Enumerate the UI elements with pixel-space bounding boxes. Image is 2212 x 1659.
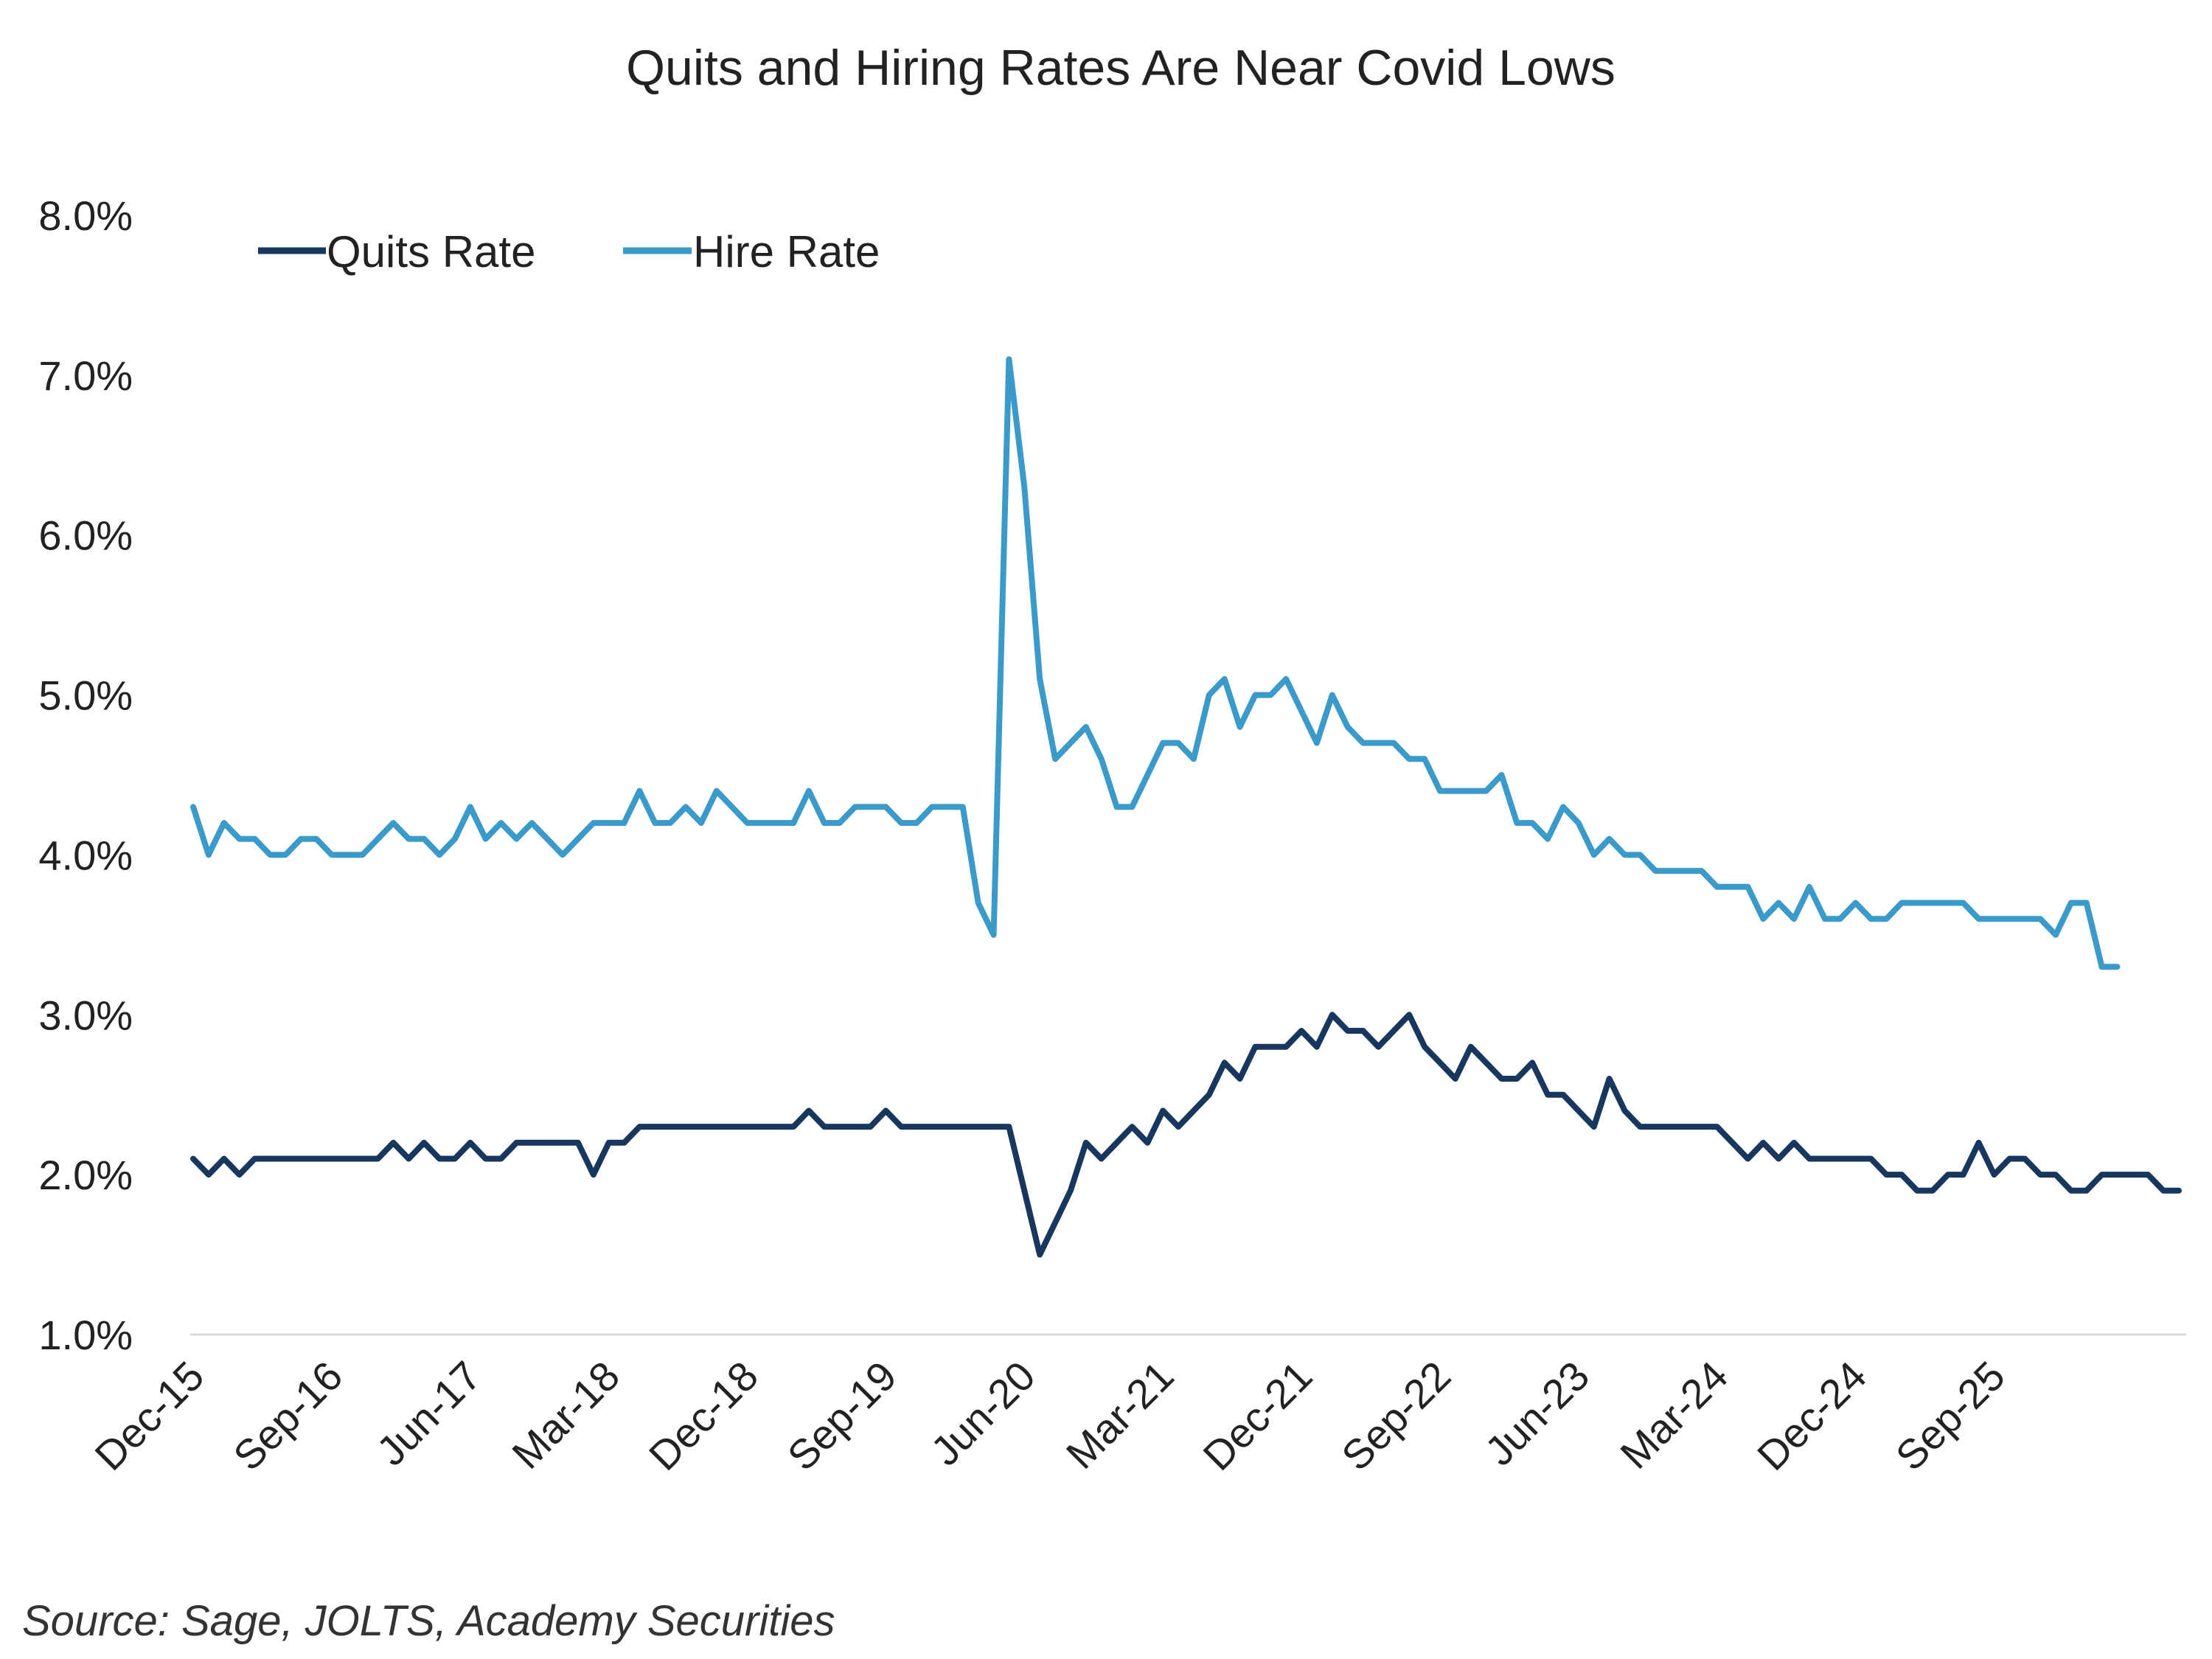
x-tick-label: Dec-24: [1748, 1352, 1875, 1479]
series-line-quits-rate: [190, 1012, 2182, 1258]
source-note: Source: Sage, JOLTS, Academy Securities: [22, 1597, 835, 1645]
legend: Quits Rate Hire Rate: [258, 227, 880, 276]
x-tick-label: Sep-16: [224, 1352, 351, 1479]
x-tick-label: Dec-21: [1194, 1352, 1321, 1479]
x-tick-label: Dec-18: [640, 1352, 767, 1479]
y-tick-label: 6.0%: [38, 512, 133, 559]
chart-title: Quits and Hiring Rates Are Near Covid Lo…: [626, 40, 1615, 96]
series-line-hire-rate: [190, 356, 2121, 970]
legend-item-hires: Hire Rate: [623, 227, 880, 276]
legend-item-quits: Quits Rate: [258, 227, 535, 276]
x-tick-label: Mar-24: [1611, 1352, 1736, 1478]
x-tick-label: Sep-22: [1332, 1352, 1459, 1479]
legend-label-quits: Quits Rate: [327, 227, 535, 276]
y-tick-label: 5.0%: [38, 672, 133, 719]
x-tick-label: Jun-20: [922, 1352, 1044, 1475]
x-tick-label: Dec-15: [86, 1352, 212, 1479]
y-tick-label: 3.0%: [38, 992, 133, 1038]
x-tick-label: Sep-25: [1887, 1352, 2014, 1479]
x-axis: Dec-15 Sep-16 Jun-17 Mar-18 Dec-18 Sep-19 Jun-…: [86, 1352, 2014, 1479]
y-tick-label: 4.0%: [38, 832, 133, 878]
y-tick-label: 1.0%: [38, 1312, 133, 1358]
y-tick-label: 8.0%: [38, 192, 133, 239]
y-tick-label: 2.0%: [38, 1152, 133, 1198]
series-layer: [190, 356, 2182, 1258]
y-axis: 1.0% 2.0% 3.0% 4.0% 5.0% 6.0% 7.0% 8.0%: [38, 192, 133, 1358]
x-tick-label: Jun-17: [368, 1352, 490, 1475]
y-tick-label: 7.0%: [38, 352, 133, 399]
x-tick-label: Jun-23: [1476, 1352, 1599, 1475]
x-tick-label: Mar-18: [503, 1352, 628, 1478]
legend-label-hires: Hire Rate: [693, 227, 880, 276]
x-tick-label: Mar-21: [1057, 1352, 1183, 1478]
x-tick-label: Sep-19: [779, 1352, 905, 1479]
